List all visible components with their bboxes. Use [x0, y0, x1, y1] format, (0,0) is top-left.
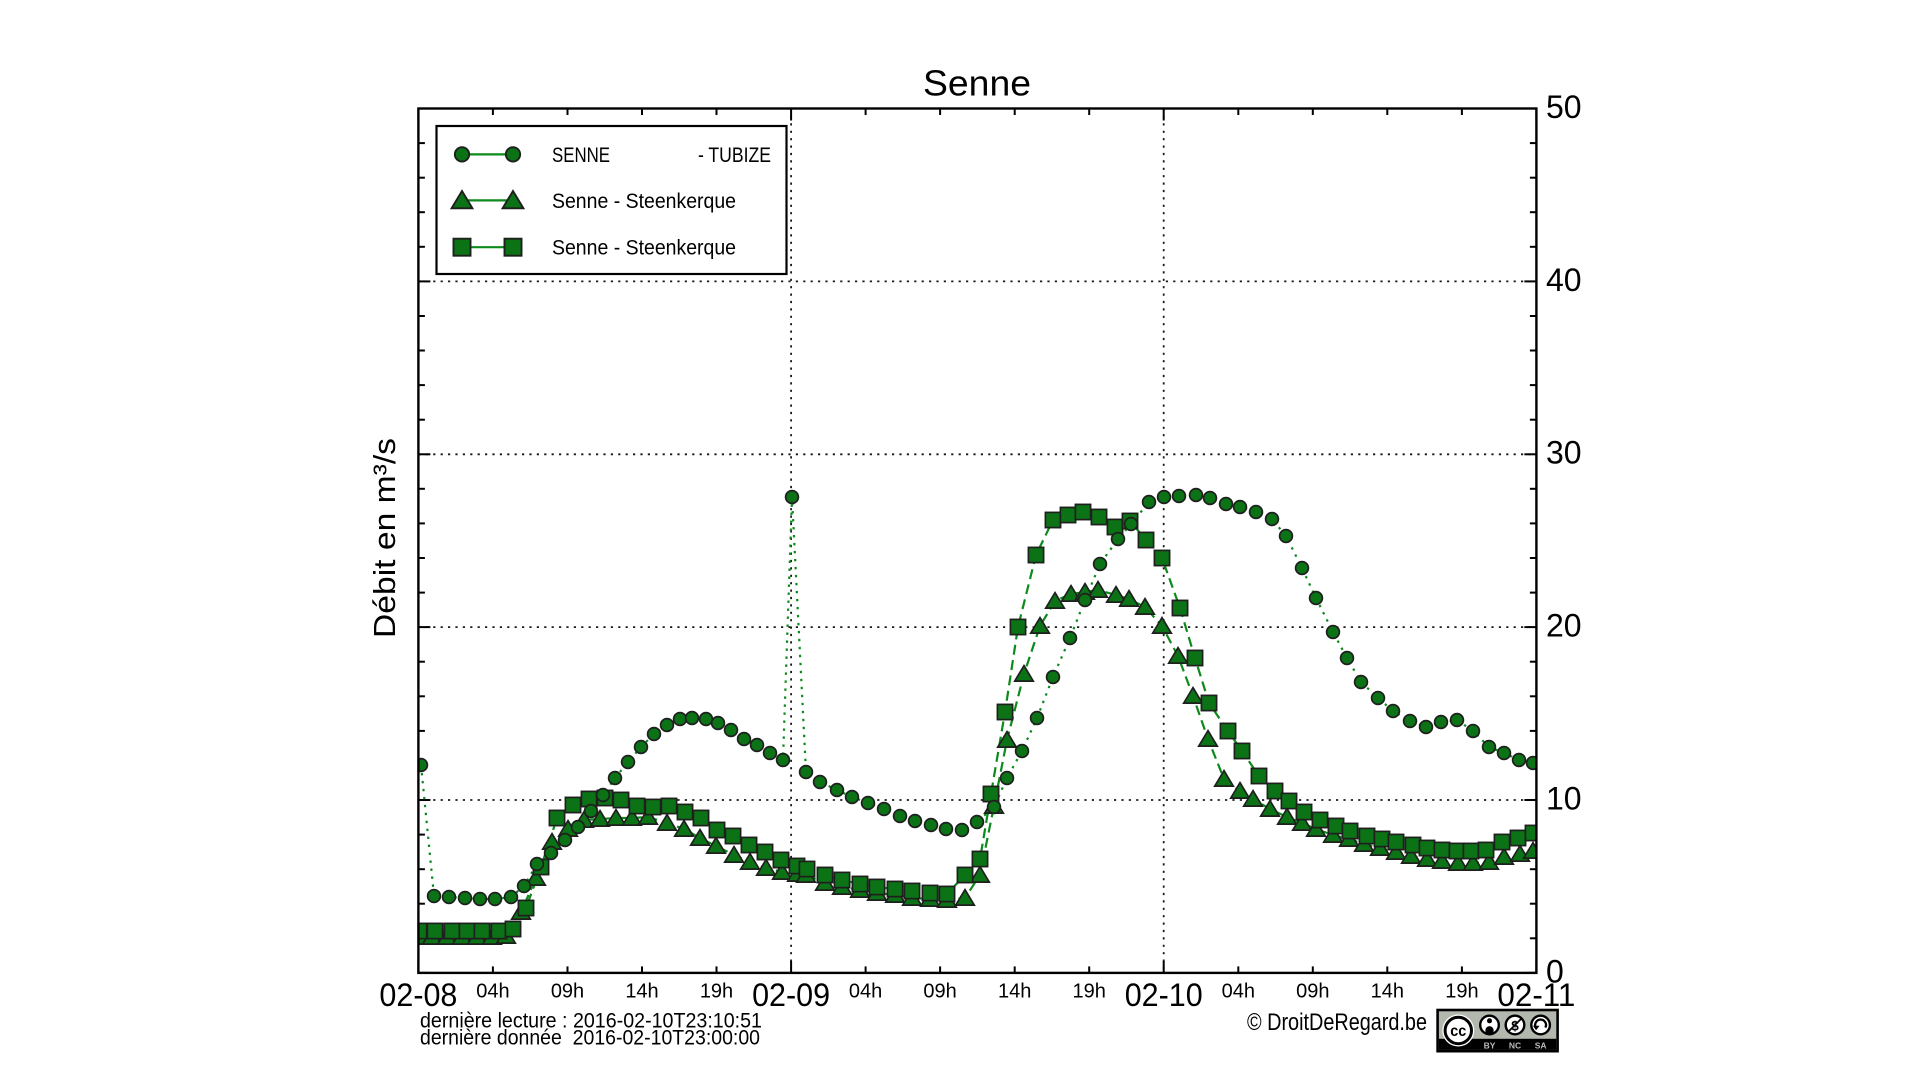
svg-text:10: 10: [1546, 780, 1582, 816]
svg-text:04h: 04h: [476, 981, 509, 1003]
svg-text:0: 0: [1546, 953, 1564, 989]
svg-text:SENNE: SENNE: [552, 144, 610, 167]
svg-text:dernière lecture : 2016-02-10T: dernière lecture : 2016-02-10T23:10:51: [420, 1010, 762, 1033]
svg-text:30: 30: [1546, 435, 1582, 471]
svg-text:40: 40: [1546, 262, 1582, 298]
svg-text:Débit en m³/s: Débit en m³/s: [367, 438, 402, 638]
svg-text:BY: BY: [1484, 1040, 1496, 1050]
svg-text:Senne - Steenkerque: Senne - Steenkerque: [552, 190, 736, 213]
svg-text:09h: 09h: [551, 981, 584, 1003]
svg-text:20: 20: [1546, 608, 1582, 644]
svg-text:dernière donnée 2016-02-10T23: dernière donnée 2016-02-10T23:00:00: [420, 1027, 760, 1050]
svg-text:14h: 14h: [1371, 981, 1404, 1003]
svg-text:02-09: 02-09: [752, 977, 830, 1013]
svg-text:02-08: 02-08: [379, 977, 457, 1013]
svg-text:02-11: 02-11: [1497, 977, 1575, 1013]
svg-text:Senne - Steenkerque: Senne - Steenkerque: [552, 237, 736, 260]
svg-text:Senne: Senne: [923, 63, 1031, 104]
svg-text:cc: cc: [1450, 1023, 1466, 1040]
svg-text:14h: 14h: [625, 981, 658, 1003]
svg-text:14h: 14h: [998, 981, 1031, 1003]
svg-text:09h: 09h: [923, 981, 956, 1003]
svg-text:NC: NC: [1509, 1040, 1521, 1050]
svg-text:19h: 19h: [1445, 981, 1478, 1003]
svg-text:SA: SA: [1535, 1040, 1547, 1050]
svg-text:- TUBIZE: - TUBIZE: [698, 144, 771, 167]
svg-text:19h: 19h: [1073, 981, 1106, 1003]
svg-text:02-10: 02-10: [1125, 977, 1203, 1013]
svg-text:© DroitDeRegard.be: © DroitDeRegard.be: [1247, 1009, 1427, 1036]
svg-text:09h: 09h: [1296, 981, 1329, 1003]
svg-text:50: 50: [1546, 89, 1582, 125]
svg-text:04h: 04h: [849, 981, 882, 1003]
svg-text:04h: 04h: [1222, 981, 1255, 1003]
svg-text:19h: 19h: [700, 981, 733, 1003]
